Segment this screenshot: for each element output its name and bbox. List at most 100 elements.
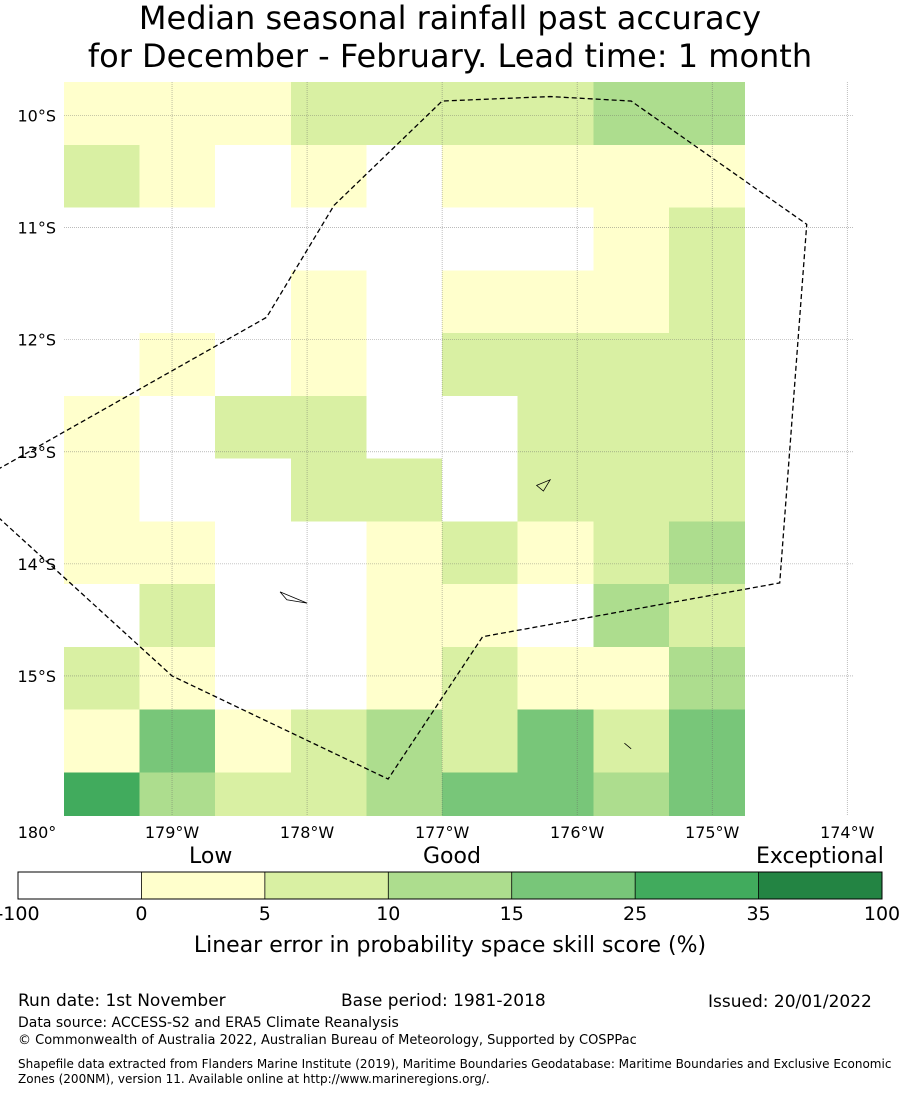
grid-cell: [215, 584, 292, 648]
grid-cell: [139, 709, 216, 773]
grid-cell: [668, 270, 746, 334]
lat-tick-label: 12°S: [17, 331, 56, 350]
grid-cell: [64, 395, 141, 460]
grid-cell: [668, 144, 746, 209]
grid-cell: [366, 82, 443, 146]
grid-cell: [215, 82, 292, 146]
grid-cell: [366, 709, 443, 773]
grid-cell: [290, 207, 367, 271]
grid-cell: [215, 772, 292, 816]
grid-cell: [442, 144, 519, 209]
colorbar-tick-label: 5: [259, 903, 271, 925]
grid-cell: [668, 207, 746, 271]
grid-cell: [366, 207, 443, 271]
grid-cell: [139, 772, 216, 816]
grid-cell: [64, 333, 141, 397]
grid-cell: [366, 458, 443, 522]
grid-cell: [593, 772, 670, 816]
grid-cell: [290, 646, 367, 711]
grid-cell: [442, 270, 519, 334]
title-line-1: Median seasonal rainfall past accuracy: [138, 0, 762, 37]
grid-cell: [290, 709, 367, 773]
grid-cell: [442, 521, 519, 585]
grid-cell: [139, 584, 216, 648]
grid-cell: [593, 646, 670, 711]
island-tutuila: [535, 478, 552, 492]
grid-cell: [442, 584, 519, 648]
grid-cell: [64, 646, 141, 711]
grid-cell: [366, 395, 443, 460]
grid-cell: [668, 772, 746, 816]
title-line-2: for December - February. Lead time: 1 mo…: [87, 37, 813, 75]
grid-cell: [290, 584, 367, 648]
lat-tick-label: 11°S: [17, 219, 56, 238]
grid-cell: [366, 646, 443, 711]
grid-cell: [139, 395, 216, 460]
issued-date: Issued: 20/01/2022: [708, 992, 872, 1012]
grid-cell: [215, 646, 292, 711]
grid-cell: [139, 270, 216, 334]
grid-cell: [64, 584, 141, 648]
lon-tick-label: 177°W: [415, 823, 470, 840]
grid-cell: [215, 207, 292, 271]
grid-cell: [593, 207, 670, 271]
grid-cell: [593, 333, 670, 397]
lon-tick-label: 179°W: [145, 823, 200, 840]
colorbar-tick-label: 100: [864, 903, 900, 925]
colorbar-swatch: [635, 872, 759, 899]
colorbar-outline: [17, 871, 883, 900]
grid-cell: [668, 458, 746, 522]
grid-cell: [290, 333, 367, 397]
grid-cell: [64, 144, 141, 209]
grid-cell: [668, 709, 746, 773]
grid-cell: [668, 82, 746, 146]
grid-cell: [442, 82, 519, 146]
grid-cell: [593, 270, 670, 334]
lon-tick-label: 175°W: [685, 823, 740, 840]
grid-cell: [290, 772, 367, 816]
lon-tick-label: 178°W: [280, 823, 335, 840]
grid-cell: [64, 82, 141, 146]
colorbar-caption-low: Low: [189, 844, 233, 869]
grid-cell: [442, 458, 519, 522]
grid-cell: [290, 521, 367, 585]
grid-cell: [517, 207, 594, 271]
colorbar-axis-label: Linear error in probability space skill …: [193, 933, 707, 958]
grid-cell: [366, 270, 443, 334]
colorbar-tick-label: 0: [135, 903, 147, 925]
grid-cell: [442, 395, 519, 460]
grid-cell: [517, 82, 594, 146]
lon-tick-label: 176°W: [550, 823, 605, 840]
lat-tick-label: 14°S: [17, 555, 56, 574]
grid-cell: [593, 584, 670, 648]
colorbar-tick-label: 25: [623, 903, 647, 925]
grid-cell: [290, 144, 367, 209]
grid-cell: [517, 395, 594, 460]
colorbar-swatch: [141, 872, 265, 899]
grid-cell: [366, 144, 443, 209]
colorbar-swatch: [511, 872, 636, 899]
grid-cell: [215, 709, 292, 773]
grid-cell: [668, 395, 746, 460]
grid-cell: [442, 772, 519, 816]
skill-score-map: 180° 179°W 178°W 177°W 176°W 175°W 174°W 10°S 11…: [0, 82, 875, 840]
run-date: Run date: 1st November: [18, 991, 226, 1011]
grid-cell: [366, 333, 443, 397]
colorbar-caption-exceptional: Exceptional: [756, 844, 884, 869]
grid-cell: [366, 584, 443, 648]
grid-cell: [517, 584, 594, 648]
grid-cell: [64, 772, 141, 816]
grid-cell: [593, 395, 670, 460]
grid-cell: [139, 207, 216, 271]
grid-cell: [366, 772, 443, 816]
grid-cell: [64, 207, 141, 271]
grid-cell: [517, 144, 594, 209]
grid-cell: [668, 646, 746, 711]
lon-tick-label: 180°: [18, 823, 57, 840]
grid-cell: [593, 144, 670, 209]
grid-cell: [139, 82, 216, 146]
grid-cell: [668, 521, 746, 585]
grid-cell: [139, 521, 216, 585]
colorbar-swatch: [388, 872, 512, 899]
colorbar-tick-label: 35: [746, 903, 770, 925]
